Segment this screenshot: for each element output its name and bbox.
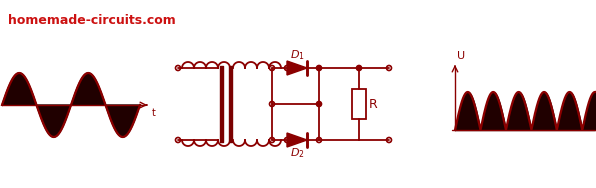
Polygon shape: [287, 61, 307, 75]
Circle shape: [316, 65, 321, 70]
Polygon shape: [287, 133, 307, 147]
Text: $D_1$: $D_1$: [290, 48, 305, 62]
Circle shape: [316, 102, 321, 106]
Text: homemade-circuits.com: homemade-circuits.com: [8, 14, 176, 27]
Bar: [352, 89, 366, 119]
Text: $D_2$: $D_2$: [290, 146, 305, 160]
Text: U: U: [457, 51, 465, 61]
Text: t: t: [152, 108, 156, 118]
Circle shape: [356, 65, 362, 70]
Text: R: R: [369, 98, 378, 111]
